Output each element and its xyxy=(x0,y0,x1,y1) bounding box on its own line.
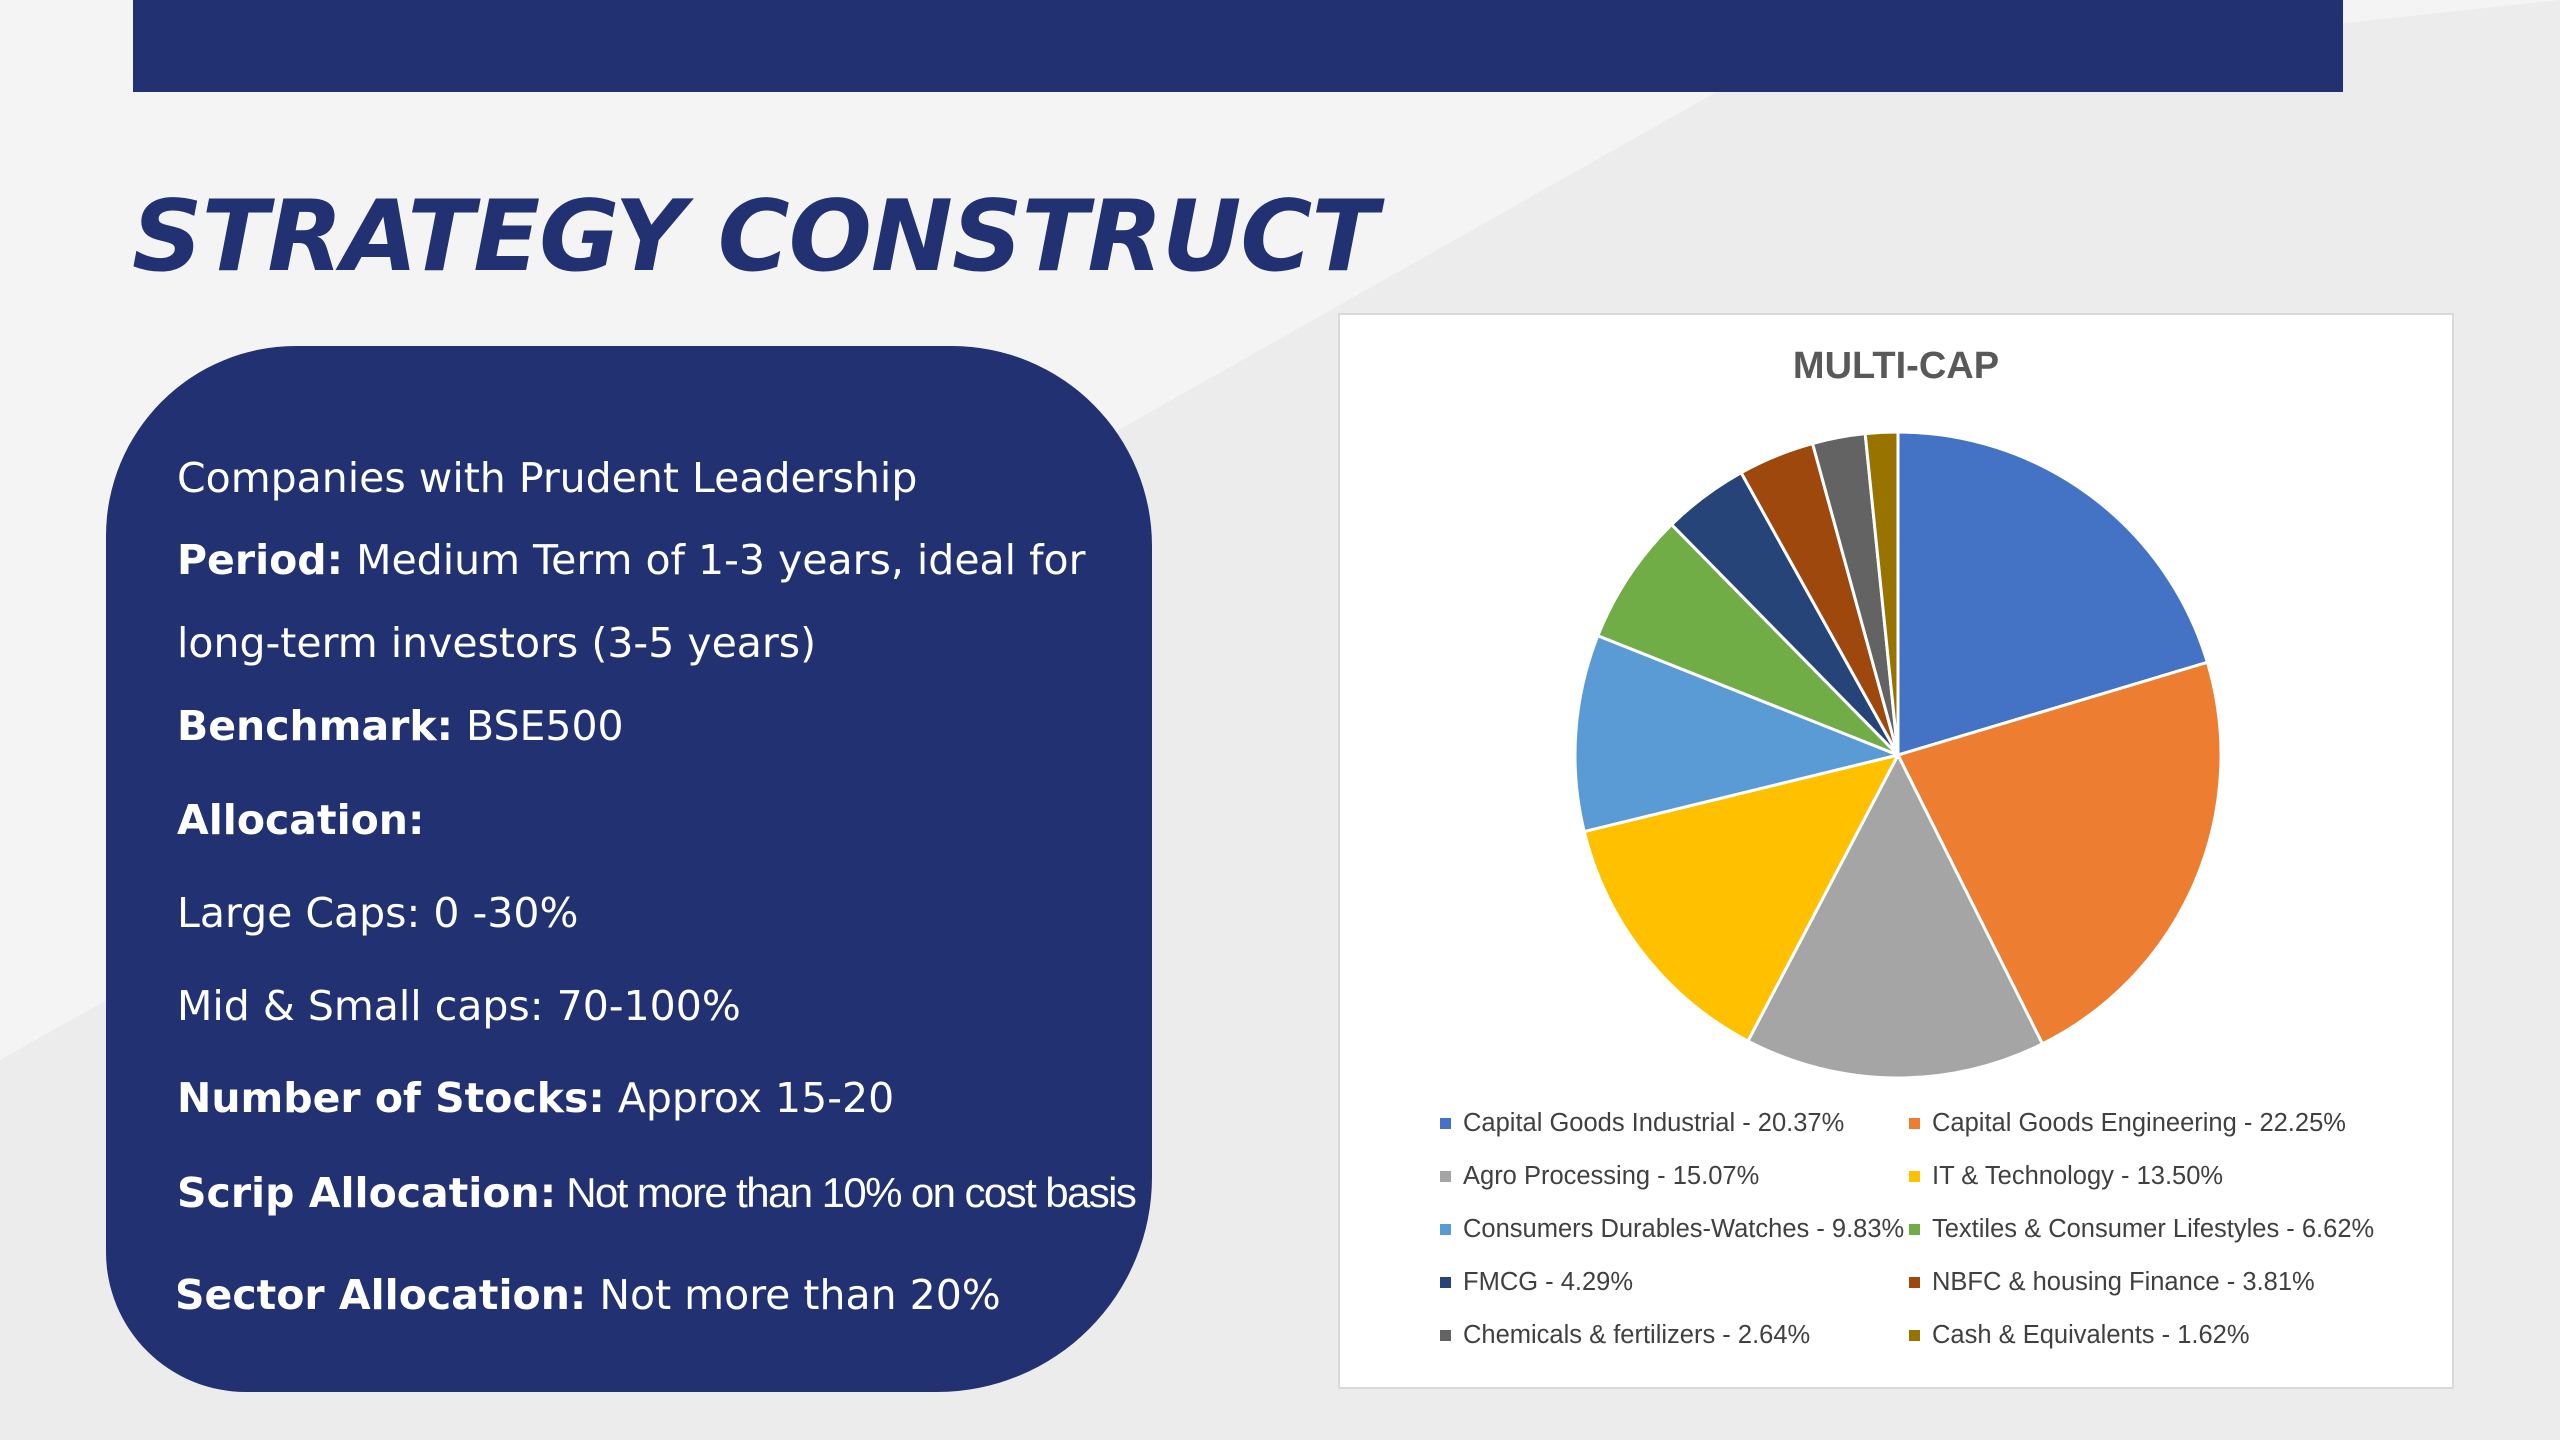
legend-item: Chemicals & fertilizers - 2.64% xyxy=(1440,1321,1810,1350)
sector-label: Sector Allocation: xyxy=(175,1271,587,1319)
benchmark-value: BSE500 xyxy=(453,702,624,750)
pie-slice-3 xyxy=(1745,751,2045,1080)
legend-label: Capital Goods Industrial - 20.37% xyxy=(1463,1109,1845,1137)
stocks-value: Approx 15-20 xyxy=(604,1074,895,1122)
legend-item: NBFC & housing Finance - 3.81% xyxy=(1909,1268,2315,1297)
header-bar xyxy=(133,0,2343,92)
allocation-line: Allocation: xyxy=(177,800,424,841)
legend-item: FMCG - 4.29% xyxy=(1440,1268,1633,1297)
pie-slice-2 xyxy=(1895,660,2223,1046)
legend-swatch xyxy=(1440,1330,1451,1341)
legend-swatch xyxy=(1909,1118,1920,1129)
legend-label: Agro Processing - 15.07% xyxy=(1463,1162,1760,1190)
legend-swatch xyxy=(1909,1330,1920,1341)
pie-slice-4 xyxy=(1582,752,1901,1044)
legend-label: NBFC & housing Finance - 3.81% xyxy=(1932,1268,2315,1296)
legend-swatch xyxy=(1909,1224,1920,1235)
strategy-info-card xyxy=(106,346,1152,1392)
legend-item: IT & Technology - 13.50% xyxy=(1909,1162,2223,1191)
period-label: Period: xyxy=(177,536,344,584)
legend-swatch xyxy=(1440,1171,1451,1182)
legend-swatch xyxy=(1909,1277,1920,1288)
mid-small-caps-text: Mid & Small caps: 70-100% xyxy=(177,982,741,1030)
pie-slice-10 xyxy=(1863,430,1900,756)
legend-label: Textiles & Consumer Lifestyles - 6.62% xyxy=(1932,1215,2375,1243)
sector-value: Not more than 20% xyxy=(586,1271,1001,1319)
legend-item: Cash & Equivalents - 1.62% xyxy=(1909,1321,2250,1350)
pie-chart xyxy=(1573,430,2223,1080)
page-title: STRATEGY CONSTRUCT xyxy=(132,180,1378,294)
legend-item: Capital Goods Industrial - 20.37% xyxy=(1440,1109,1844,1138)
period-value: Medium Term of 1-3 years, ideal for xyxy=(343,536,1086,584)
pie-slice-6 xyxy=(1595,522,1900,757)
scrip-line: Scrip Allocation: Not more than 10% on c… xyxy=(177,1169,1137,1217)
legend-item: Agro Processing - 15.07% xyxy=(1440,1162,1759,1191)
stocks-line: Number of Stocks: Approx 15-20 xyxy=(177,1078,894,1119)
benchmark-label: Benchmark: xyxy=(177,702,454,750)
legend-swatch xyxy=(1440,1224,1451,1235)
legend-label: Chemicals & fertilizers - 2.64% xyxy=(1463,1321,1811,1349)
sector-line: Sector Allocation: Not more than 20% xyxy=(175,1275,1001,1316)
intro-text: Companies with Prudent Leadership xyxy=(177,454,918,502)
legend-item: Textiles & Consumer Lifestyles - 6.62% xyxy=(1909,1215,2374,1244)
chart-title: MULTI-CAP xyxy=(1792,345,2000,387)
scrip-value: Not more than 10% on cost basis xyxy=(556,1169,1137,1216)
pie-slice-1 xyxy=(1896,430,2210,758)
legend-label: FMCG - 4.29% xyxy=(1463,1268,1634,1296)
legend-label: Capital Goods Engineering - 22.25% xyxy=(1932,1109,2346,1137)
period-value-continued: long-term investors (3-5 years) xyxy=(177,619,817,667)
legend-item: Capital Goods Engineering - 22.25% xyxy=(1909,1109,2346,1138)
large-caps-text: Large Caps: 0 -30% xyxy=(177,889,579,937)
scrip-label: Scrip Allocation: xyxy=(177,1169,557,1217)
allocation-label: Allocation: xyxy=(177,796,425,844)
period-line: Period: Medium Term of 1-3 years, ideal … xyxy=(177,540,1085,581)
legend-label: IT & Technology - 13.50% xyxy=(1932,1162,2224,1190)
stocks-label: Number of Stocks: xyxy=(177,1074,605,1122)
legend-swatch xyxy=(1909,1171,1920,1182)
legend-item: Consumers Durables-Watches - 9.83% xyxy=(1440,1215,1904,1244)
legend-label: Cash & Equivalents - 1.62% xyxy=(1932,1321,2250,1349)
legend-swatch xyxy=(1440,1118,1451,1129)
legend-swatch xyxy=(1440,1277,1451,1288)
benchmark-line: Benchmark: BSE500 xyxy=(177,706,624,747)
pie-slice-5 xyxy=(1573,633,1903,834)
legend-label: Consumers Durables-Watches - 9.83% xyxy=(1463,1215,1905,1243)
pie-chart-panel: MULTI-CAP Capital Goods Industrial - 20.… xyxy=(1338,313,2454,1389)
